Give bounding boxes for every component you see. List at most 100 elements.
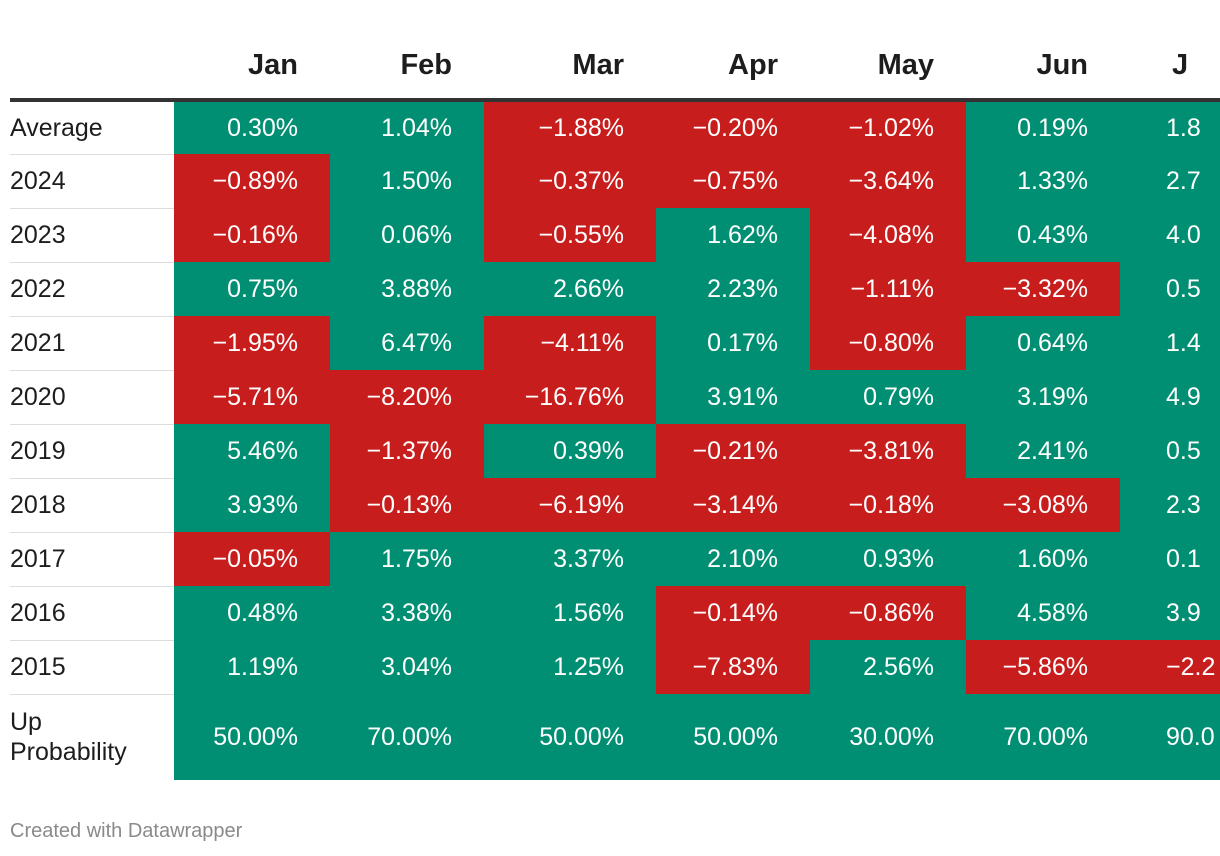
row-label: 2019 bbox=[10, 424, 174, 479]
datawrapper-credit: Created with Datawrapper bbox=[10, 820, 243, 842]
table-row: Up Probability 50.00% 70.00% 50.00% 50.00% 30.… bbox=[10, 694, 1220, 780]
heatmap-cell: 1.56% bbox=[484, 586, 656, 640]
heatmap-cell: 2.56% bbox=[810, 640, 966, 694]
heatmap-cell: 3.91% bbox=[656, 370, 810, 424]
heatmap-cell: −3.14% bbox=[656, 478, 810, 532]
heatmap-cell: 5.46% bbox=[174, 424, 330, 478]
heatmap-cell: 0.17% bbox=[656, 316, 810, 370]
heatmap-cell: 3.38% bbox=[330, 586, 484, 640]
row-label: Up Probability bbox=[10, 708, 127, 767]
heatmap-cell: −0.75% bbox=[656, 154, 810, 208]
heatmap-cell: 0.93% bbox=[810, 532, 966, 586]
heatmap-cell: 0.5 bbox=[1120, 424, 1220, 478]
table-row: 2021 −1.95% 6.47% −4.11% 0.17% −0.80% 0.64% 1.4 bbox=[10, 316, 1220, 371]
heatmap-cell: 50.00% bbox=[484, 694, 656, 780]
heatmap-cell: −0.89% bbox=[174, 154, 330, 208]
heatmap-cell: 0.43% bbox=[966, 208, 1120, 262]
heatmap-cell: 3.93% bbox=[174, 478, 330, 532]
heatmap-cell: −1.11% bbox=[810, 262, 966, 316]
table-row: 2022 0.75% 3.88% 2.66% 2.23% −1.11% −3.32% 0.5 bbox=[10, 262, 1220, 317]
heatmap-cell: 70.00% bbox=[966, 694, 1120, 780]
heatmap-cell: −6.19% bbox=[484, 478, 656, 532]
heatmap-cell: −0.20% bbox=[656, 100, 810, 154]
column-header-jun: Jun bbox=[966, 0, 1120, 102]
heatmap-cell: −1.88% bbox=[484, 100, 656, 154]
heatmap-cell: 3.37% bbox=[484, 532, 656, 586]
table-row: 2016 0.48% 3.38% 1.56% −0.14% −0.86% 4.58% 3.9 bbox=[10, 586, 1220, 641]
heatmap-cell: −0.21% bbox=[656, 424, 810, 478]
row-label: 2015 bbox=[10, 640, 174, 695]
heatmap-cell: −3.08% bbox=[966, 478, 1120, 532]
heatmap-cell: −0.18% bbox=[810, 478, 966, 532]
heatmap-cell: −16.76% bbox=[484, 370, 656, 424]
heatmap-cell: −3.32% bbox=[966, 262, 1120, 316]
column-header-feb: Feb bbox=[330, 0, 484, 102]
heatmap-cell: −4.08% bbox=[810, 208, 966, 262]
heatmap-cell: −0.37% bbox=[484, 154, 656, 208]
table-row: 2023 −0.16% 0.06% −0.55% 1.62% −4.08% 0.43% 4.0 bbox=[10, 208, 1220, 263]
heatmap-cell: 3.19% bbox=[966, 370, 1120, 424]
heatmap-cell: 0.48% bbox=[174, 586, 330, 640]
heatmap-cell: 0.75% bbox=[174, 262, 330, 316]
row-label: 2022 bbox=[10, 262, 174, 317]
column-header-j: J bbox=[1120, 0, 1220, 102]
heatmap-cell: 50.00% bbox=[656, 694, 810, 780]
heatmap-cell: −5.86% bbox=[966, 640, 1120, 694]
table-row: 2017 −0.05% 1.75% 3.37% 2.10% 0.93% 1.60% 0.1 bbox=[10, 532, 1220, 587]
table-row: 2020 −5.71% −8.20% −16.76% 3.91% 0.79% 3.19% 4.… bbox=[10, 370, 1220, 425]
heatmap-cell: 2.3 bbox=[1120, 478, 1220, 532]
heatmap-cell: 4.9 bbox=[1120, 370, 1220, 424]
heatmap-cell: 1.8 bbox=[1120, 100, 1220, 154]
header-row: Jan Feb Mar Apr May Jun J bbox=[10, 0, 1220, 102]
heatmap-cell: 90.0 bbox=[1120, 694, 1220, 780]
heatmap-cell: 30.00% bbox=[810, 694, 966, 780]
heatmap-cell: 0.39% bbox=[484, 424, 656, 478]
row-label: 2020 bbox=[10, 370, 174, 425]
heatmap-cell: 1.50% bbox=[330, 154, 484, 208]
heatmap-cell: −4.11% bbox=[484, 316, 656, 370]
heatmap-cell: 1.19% bbox=[174, 640, 330, 694]
column-header-jan: Jan bbox=[174, 0, 330, 102]
heatmap-cell: 2.10% bbox=[656, 532, 810, 586]
table-row: Average 0.30% 1.04% −1.88% −0.20% −1.02% 0.19%… bbox=[10, 100, 1220, 155]
heatmap-cell: 6.47% bbox=[330, 316, 484, 370]
heatmap-cell: 1.75% bbox=[330, 532, 484, 586]
row-label: 2023 bbox=[10, 208, 174, 263]
heatmap-cell: −3.81% bbox=[810, 424, 966, 478]
heatmap-cell: 0.30% bbox=[174, 100, 330, 154]
row-label: 2018 bbox=[10, 478, 174, 533]
heatmap-cell: −1.02% bbox=[810, 100, 966, 154]
table-row: 2024 −0.89% 1.50% −0.37% −0.75% −3.64% 1.33% 2.… bbox=[10, 154, 1220, 209]
column-header-may: May bbox=[810, 0, 966, 102]
heatmap-cell: 1.62% bbox=[656, 208, 810, 262]
heatmap-cell: 2.7 bbox=[1120, 154, 1220, 208]
heatmap-cell: −7.83% bbox=[656, 640, 810, 694]
heatmap-cell: −0.55% bbox=[484, 208, 656, 262]
heatmap-cell: 1.4 bbox=[1120, 316, 1220, 370]
heatmap-cell: 4.58% bbox=[966, 586, 1120, 640]
heatmap-cell: −3.64% bbox=[810, 154, 966, 208]
heatmap-table-container: Jan Feb Mar Apr May Jun J Average 0.30% 1.04% −1.… bbox=[10, 0, 1220, 780]
heatmap-cell: −0.14% bbox=[656, 586, 810, 640]
heatmap-cell: 0.06% bbox=[330, 208, 484, 262]
heatmap-cell: 1.60% bbox=[966, 532, 1120, 586]
heatmap-cell: 2.66% bbox=[484, 262, 656, 316]
heatmap-cell: 0.1 bbox=[1120, 532, 1220, 586]
heatmap-cell: 0.5 bbox=[1120, 262, 1220, 316]
heatmap-cell: 50.00% bbox=[174, 694, 330, 780]
heatmap-cell: 0.79% bbox=[810, 370, 966, 424]
heatmap-cell: 3.04% bbox=[330, 640, 484, 694]
row-label: 2017 bbox=[10, 532, 174, 587]
heatmap-cell: 4.0 bbox=[1120, 208, 1220, 262]
heatmap-cell: −1.95% bbox=[174, 316, 330, 370]
table-row: 2015 1.19% 3.04% 1.25% −7.83% 2.56% −5.86% −2.2 bbox=[10, 640, 1220, 695]
heatmap-cell: −0.80% bbox=[810, 316, 966, 370]
heatmap-cell: −0.16% bbox=[174, 208, 330, 262]
heatmap-cell: 1.25% bbox=[484, 640, 656, 694]
heatmap-cell: 70.00% bbox=[330, 694, 484, 780]
column-header-apr: Apr bbox=[656, 0, 810, 102]
row-label: 2016 bbox=[10, 586, 174, 641]
heatmap-cell: −0.86% bbox=[810, 586, 966, 640]
table-row: 2019 5.46% −1.37% 0.39% −0.21% −3.81% 2.41% 0.5 bbox=[10, 424, 1220, 479]
row-label: 2024 bbox=[10, 154, 174, 209]
